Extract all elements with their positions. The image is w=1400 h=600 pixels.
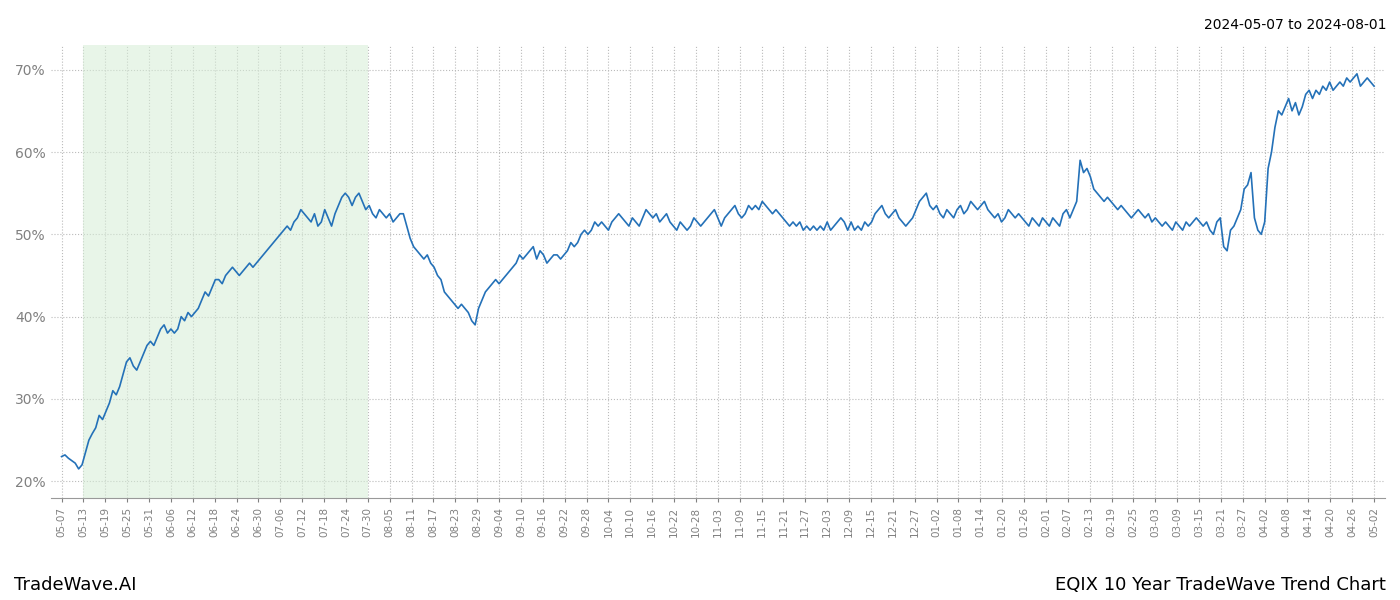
Bar — [84, 45, 368, 498]
Text: 2024-05-07 to 2024-08-01: 2024-05-07 to 2024-08-01 — [1204, 18, 1386, 32]
Text: EQIX 10 Year TradeWave Trend Chart: EQIX 10 Year TradeWave Trend Chart — [1056, 576, 1386, 594]
Text: TradeWave.AI: TradeWave.AI — [14, 576, 137, 594]
